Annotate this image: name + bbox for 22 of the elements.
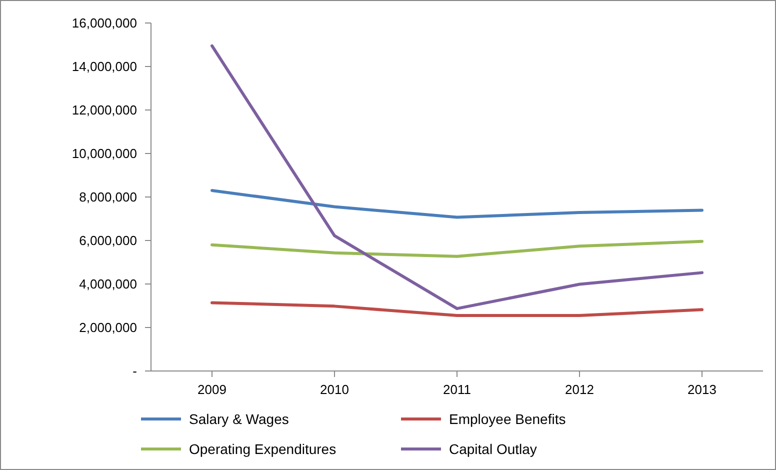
legend-label: Capital Outlay <box>449 441 537 457</box>
x-tick-label: 2012 <box>565 382 594 398</box>
y-tick-label: 2,000,000 <box>79 320 137 336</box>
y-tick-label: 8,000,000 <box>79 190 137 205</box>
legend-label: Employee Benefits <box>449 411 566 427</box>
x-tick-label: 2013 <box>688 382 716 398</box>
y-tick-label: 6,000,000 <box>79 233 137 248</box>
line-series <box>210 44 704 310</box>
y-tick-label: 12,000,000 <box>72 102 137 118</box>
y-tick-label: 14,000,000 <box>72 59 137 74</box>
x-tick-label: 2011 <box>443 382 471 398</box>
line-series <box>210 188 704 219</box>
legend-label: Operating Expenditures <box>189 441 336 457</box>
x-tick-label: 2010 <box>320 382 349 398</box>
x-tick-label: 2009 <box>198 382 226 398</box>
y-tick-label: 4,000,000 <box>79 276 137 292</box>
legend-label: Salary & Wages <box>189 411 289 427</box>
y-tick-label: - <box>132 364 137 379</box>
y-tick-label: 16,000,000 <box>72 16 137 31</box>
y-tick-label: 10,000,000 <box>72 146 137 162</box>
line-series <box>210 301 704 318</box>
line-series <box>210 240 704 258</box>
